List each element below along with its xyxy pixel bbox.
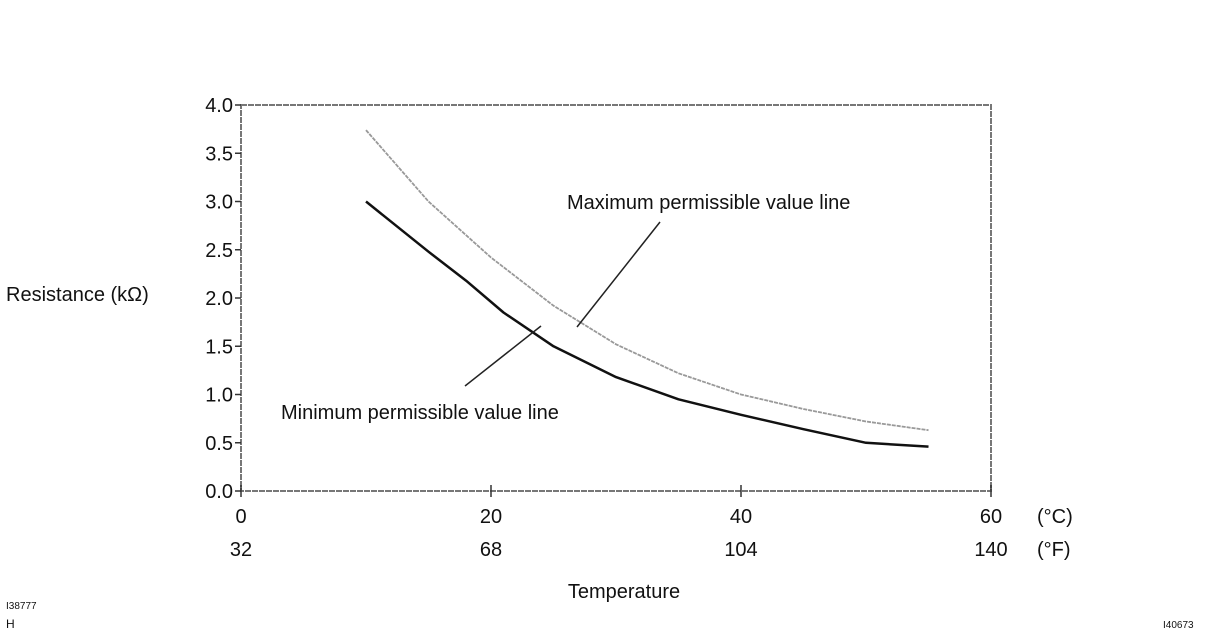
- figure-mark-left: H: [6, 617, 15, 631]
- y-tick-label: 1.0: [205, 385, 233, 407]
- x-axis-label: Temperature: [568, 581, 680, 603]
- y-tick-label: 3.5: [205, 143, 233, 165]
- y-tick-label: 2.0: [205, 288, 233, 310]
- y-tick-label: 1.5: [205, 336, 233, 358]
- y-tick-label: 3.0: [205, 192, 233, 214]
- x-unit-c: (°C): [1037, 506, 1073, 528]
- y-tick-label: 0.5: [205, 433, 233, 455]
- x-unit-f: (°F): [1037, 539, 1071, 561]
- x-tick-label-c: 60: [980, 506, 1002, 528]
- min-annotation-leader: [464, 325, 542, 387]
- x-tick-label-f: 68: [480, 539, 502, 561]
- y-tick-label: 0.0: [205, 481, 233, 503]
- y-tick-label: 2.5: [205, 240, 233, 262]
- max-annotation-leader: [576, 221, 661, 328]
- x-tick-label-f: 32: [230, 539, 252, 561]
- figure-code-right: I40673: [1163, 620, 1194, 631]
- plot-frame: [240, 104, 992, 492]
- x-tick-label-f: 104: [724, 539, 757, 561]
- x-tick-label-c: 20: [480, 506, 502, 528]
- y-tick-label: 4.0: [205, 95, 233, 117]
- y-axis-label: Resistance (kΩ): [6, 284, 149, 306]
- x-tick-label-c: 40: [730, 506, 752, 528]
- max-value-line: [365, 129, 929, 432]
- min-annotation: Minimum permissible value line: [281, 402, 559, 424]
- x-tick-label-f: 140: [974, 539, 1007, 561]
- max-annotation: Maximum permissible value line: [567, 192, 850, 214]
- x-tick-label-c: 0: [235, 506, 246, 528]
- figure-code-left: I38777: [6, 601, 37, 612]
